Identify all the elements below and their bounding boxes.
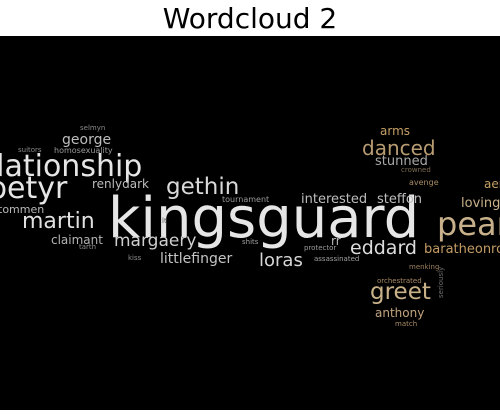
word-stunned: stunned — [375, 154, 428, 169]
word-homosexuality: homosexuality — [54, 146, 113, 155]
word-crowned: crowned — [401, 166, 431, 174]
word-george: george — [62, 132, 112, 148]
word-menking: menking — [409, 263, 440, 271]
word-selmyn: selmyn — [80, 124, 106, 132]
word-margaery: margaery — [114, 231, 197, 251]
word-baratheonrobert: baratheonrobert — [424, 242, 500, 257]
word-greet: greet — [370, 279, 431, 305]
word-tarth: tarth — [79, 243, 97, 251]
word-tommen: tommen — [0, 203, 45, 216]
word-shits: shits — [242, 238, 259, 246]
word-seriously: seriously — [437, 266, 445, 298]
word-gethin: gethin — [166, 174, 240, 200]
word-tournament: tournament — [222, 195, 270, 204]
word-rr: rr — [331, 234, 341, 248]
word-arms: arms — [380, 124, 411, 138]
word-steffon: steffon — [377, 192, 423, 207]
word-orchestrated: orchestrated — [377, 277, 422, 285]
word-kingsguard: kingsguard — [108, 186, 420, 251]
word-eddard: eddard — [350, 237, 417, 259]
word-lt: lt — [162, 217, 167, 225]
word-aemon: aemon — [484, 177, 500, 191]
word-assassinated: assassinated — [314, 255, 360, 263]
word-interested: interested — [301, 192, 368, 207]
figure-title: Wordcloud 2 — [162, 2, 338, 35]
word-relationship: relationship — [0, 149, 143, 184]
word-match: match — [395, 320, 418, 328]
word-avenge: avenge — [409, 178, 439, 187]
word-pearl: pearl — [437, 205, 500, 243]
word-littlefinger: littlefinger — [160, 251, 233, 267]
word-martin: martin — [22, 209, 95, 234]
word-renlydark: renlydark — [92, 177, 149, 191]
word-protector: protector — [304, 244, 337, 252]
word-suitors: suitors — [18, 146, 42, 154]
word-danced: danced — [362, 136, 436, 160]
word-claimant: claimant — [51, 233, 103, 247]
word-loving: loving — [461, 196, 500, 211]
word-kiss: kiss — [128, 254, 142, 262]
word-loras: loras — [259, 250, 303, 271]
word-anthony: anthony — [375, 306, 425, 320]
